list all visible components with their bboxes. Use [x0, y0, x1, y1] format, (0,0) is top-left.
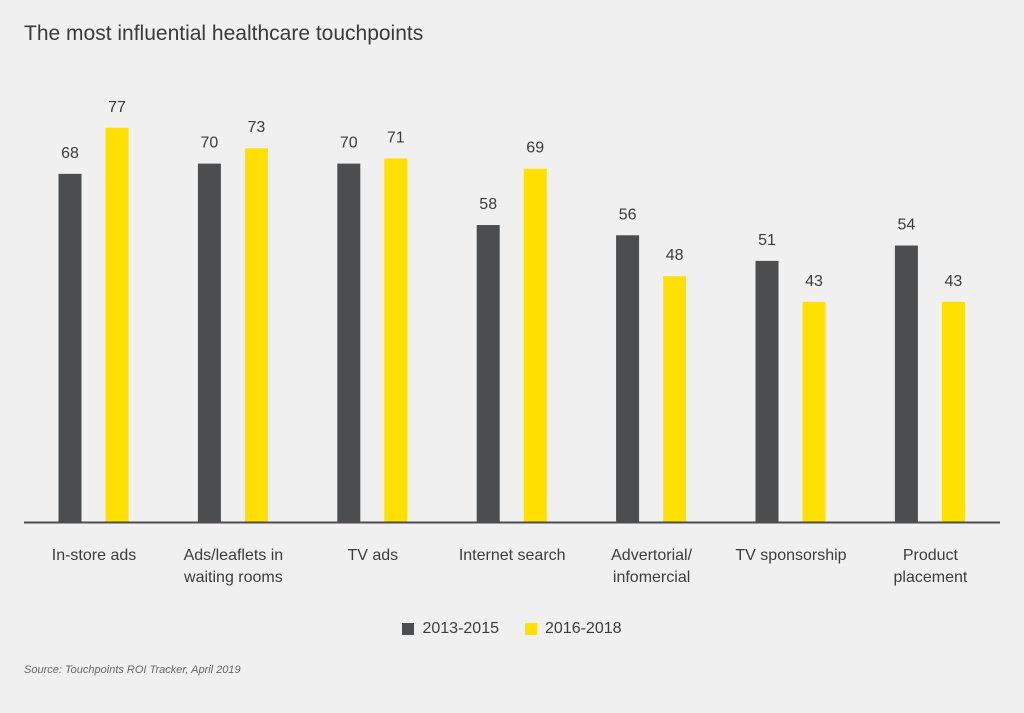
legend: 2013-2015 2016-2018	[0, 620, 1024, 638]
category-label: In-store ads	[52, 547, 136, 564]
bar	[523, 168, 547, 522]
data-label: 73	[248, 119, 266, 136]
bar	[337, 163, 361, 522]
bar	[616, 235, 640, 522]
data-label: 54	[898, 217, 916, 234]
bar	[476, 225, 500, 523]
bar	[197, 163, 221, 522]
bar	[105, 127, 129, 522]
bar	[894, 245, 918, 522]
category-label: Ads/leaflets in	[184, 547, 284, 564]
bar	[663, 276, 687, 522]
category-label: Advertorial/	[611, 547, 692, 564]
data-label: 56	[619, 206, 637, 223]
category-label: Internet search	[459, 547, 566, 564]
chart-title: The most influential healthcare touchpoi…	[24, 22, 424, 45]
data-label: 58	[479, 196, 497, 213]
legend-swatch	[402, 623, 415, 635]
data-label: 48	[666, 247, 684, 264]
legend-label: 2013-2015	[422, 620, 499, 637]
bar	[384, 158, 408, 523]
data-label: 70	[340, 135, 358, 152]
data-label: 70	[201, 135, 219, 152]
data-label: 71	[387, 129, 405, 146]
data-label: 77	[108, 99, 126, 116]
category-label: TV sponsorship	[735, 547, 846, 564]
data-label: 69	[526, 140, 544, 157]
source-note: Source: Touchpoints ROI Tracker, April 2…	[24, 664, 241, 676]
data-label: 68	[61, 145, 79, 162]
bar	[58, 173, 82, 522]
bar	[244, 148, 268, 523]
category-label: waiting rooms	[183, 569, 283, 586]
bar-chart: 68 77 In-store ads 70 73 Ads/leaflets in waiti…	[24, 99, 1000, 586]
legend-item: 2016-2018	[525, 620, 622, 638]
data-label: 51	[758, 232, 776, 249]
data-label: 43	[805, 273, 823, 290]
category-label: Product	[903, 547, 959, 564]
bar	[755, 260, 779, 522]
data-label: 43	[945, 273, 963, 290]
legend-item: 2013-2015	[402, 620, 499, 638]
category-label: placement	[893, 569, 967, 586]
category-label: infomercial	[613, 569, 690, 586]
legend-label: 2016-2018	[545, 620, 622, 637]
bar	[941, 301, 965, 522]
legend-swatch	[525, 623, 537, 635]
category-label: TV ads	[347, 547, 398, 564]
bar	[802, 301, 826, 522]
